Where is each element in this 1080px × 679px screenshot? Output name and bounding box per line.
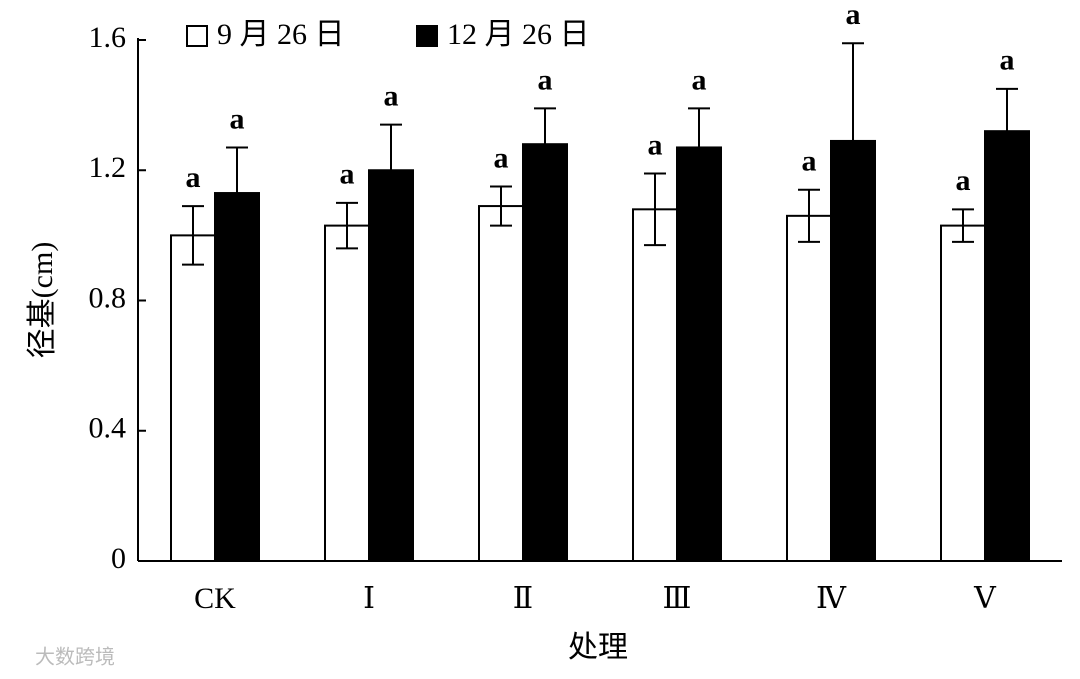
significance-letter: a (648, 128, 663, 161)
error-bar (182, 205, 204, 266)
error-bar (380, 123, 402, 217)
legend-swatch (186, 25, 208, 47)
x-tick-label: Ⅲ (663, 582, 692, 615)
significance-letter: a (956, 164, 971, 197)
y-axis-label: 径基(cm) (26, 242, 59, 359)
error-bar (534, 107, 556, 182)
x-tick-label: Ⅳ (816, 582, 847, 615)
significance-letter: a (692, 63, 707, 96)
legend-label: 12 月 26 日 (447, 18, 590, 51)
bar (478, 205, 524, 562)
bar (324, 224, 370, 562)
error-bar (490, 185, 512, 227)
y-tick-label: 0.8 (89, 281, 127, 314)
y-tick-label: 1.2 (89, 151, 127, 184)
error-bar (644, 172, 666, 247)
significance-letter: a (384, 80, 399, 113)
x-tick-label: CK (194, 582, 236, 615)
legend-swatch (416, 25, 438, 47)
significance-letter: a (494, 141, 509, 174)
watermark: 大数跨境 (35, 645, 115, 669)
bar (522, 143, 568, 562)
error-bar (226, 146, 248, 240)
y-tick-label: 0.4 (89, 412, 127, 445)
error-bar (798, 188, 820, 243)
x-tick-label: Ⅰ (363, 582, 375, 615)
error-bar (688, 107, 710, 188)
significance-letter: a (230, 102, 245, 135)
error-bar (996, 87, 1018, 175)
significance-letter: a (186, 161, 201, 194)
significance-letter: a (538, 63, 553, 96)
bar (940, 224, 986, 562)
x-tick-label: Ⅱ (513, 582, 533, 615)
y-tick-label: 0 (111, 542, 126, 575)
significance-letter: a (1000, 44, 1015, 77)
x-tick-label: Ⅴ (973, 582, 997, 615)
error-bar (842, 42, 864, 240)
bar (368, 169, 414, 562)
significance-letter: a (802, 145, 817, 178)
bar (214, 192, 260, 562)
significance-letter: a (340, 158, 355, 191)
bar (786, 214, 832, 562)
x-axis-label: 处理 (568, 631, 628, 664)
bar (984, 130, 1030, 563)
bar (632, 208, 678, 562)
bar (170, 234, 216, 562)
bar (676, 146, 722, 563)
legend-label: 9 月 26 日 (217, 18, 345, 51)
y-tick-label: 1.6 (89, 21, 127, 54)
significance-letter: a (846, 0, 861, 31)
error-bar (336, 201, 358, 250)
error-bar (952, 208, 974, 243)
